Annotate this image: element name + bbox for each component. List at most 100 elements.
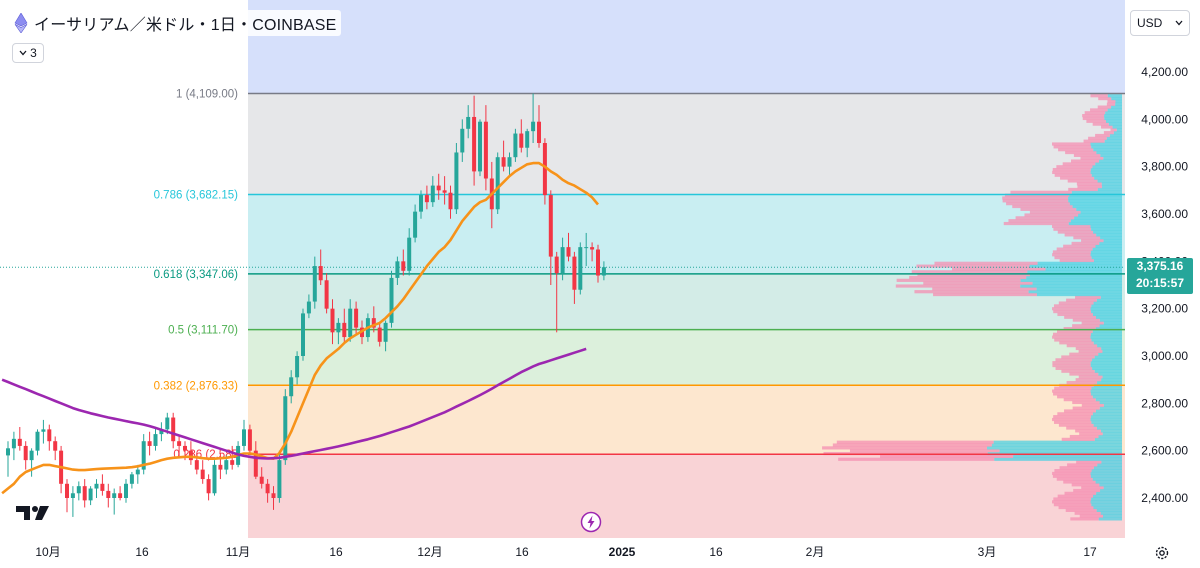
candle-body [537,121,541,143]
volume-bar-buy [1116,128,1122,132]
candle-body [218,464,223,470]
candle-body [159,429,164,435]
volume-bar-sell [1075,378,1102,382]
volume-bar-sell [1057,494,1094,498]
candle-body [419,195,423,212]
candle-body [129,474,134,484]
volume-bar-sell [1061,355,1095,359]
fib-zone [248,329,1125,386]
volume-bar-buy [1091,386,1122,390]
volume-bar-sell [1084,111,1106,115]
fib-label: 1 (4,109.00) [176,89,238,101]
volume-bar-buy [1090,307,1122,311]
candle-body [324,280,329,309]
volume-bar-sell [1055,358,1093,362]
volume-bar-buy [1095,244,1122,248]
candle-body [572,256,577,290]
candle-body [430,185,435,203]
candle-body [141,441,146,470]
candle-body [35,431,40,451]
volume-bar-buy [1101,460,1122,464]
candle-body [88,488,93,501]
volume-bar-sell [911,270,1028,274]
volume-bar-buy [1092,329,1122,334]
volume-bar-buy [1091,304,1122,308]
volume-bar-buy [991,443,1122,447]
volume-profile [822,94,1122,521]
volume-bar-buy [1092,477,1122,481]
candle-body [354,308,359,328]
volume-bar-buy [1090,389,1122,393]
candle-body [41,429,46,432]
volume-bar-buy [1090,253,1122,257]
candle-body [82,486,87,501]
volume-bar-buy [1091,227,1122,231]
candle-body [47,429,52,442]
volume-bar-sell [1058,505,1094,510]
candle-body [295,356,300,378]
time-tick-label: 16 [515,545,529,559]
volume-bar-sell [1082,114,1105,118]
volume-bar-buy [1097,179,1122,183]
tradingview-logo-icon[interactable] [16,504,52,522]
bar-countdown: 20:15:57 [1135,276,1185,290]
price-tick-label: 3,000.00 [1141,349,1188,363]
lightning-event-icon[interactable] [580,511,602,533]
volume-bar-sell [1069,434,1099,439]
indicator-toggle-button[interactable]: 3 [12,43,44,63]
volume-bar-sell [916,264,1030,268]
candle-body [301,313,305,356]
volume-bar-buy [1069,202,1122,206]
candle-body [578,247,583,290]
volume-bar-sell [1072,406,1100,410]
volume-bar-sell [1060,176,1095,180]
volume-bar-sell [1065,150,1097,155]
currency-selector[interactable]: USD [1130,10,1190,36]
time-tick-label: 10月 [35,545,60,559]
symbol-header[interactable]: イーサリアム／米ドル・1日・COINBASE [10,10,341,36]
volume-bar-sell [1052,417,1091,422]
volume-bar-sell [1058,423,1094,427]
volume-bar-buy [1093,301,1122,305]
volume-bar-buy [1096,426,1122,430]
time-tick-label: 17 [1083,545,1097,559]
volume-bar-buy [1105,119,1122,123]
volume-bar-buy [1107,108,1122,112]
volume-bar-sell [1090,94,1108,98]
volume-bar-buy [1104,114,1122,118]
volume-bar-buy [1099,483,1122,487]
volume-bar-sell [1006,202,1070,206]
volume-bar-buy [1032,281,1122,285]
volume-bar-buy [1093,258,1122,263]
chevron-down-icon [1175,20,1183,26]
candle-body [554,256,559,274]
volume-bar-buy [1096,233,1122,237]
volume-bar-buy [1074,216,1122,220]
volume-bar-sell [1067,179,1098,183]
volume-bar-buy [1090,500,1122,504]
volume-bar-buy [1093,466,1122,470]
volume-bar-sell [1082,116,1105,121]
volume-bar-sell [1081,321,1104,325]
chart-settings-gear-icon[interactable] [1154,545,1170,561]
candle-body [183,445,187,451]
price-tick-label: 2,400.00 [1141,491,1188,505]
volume-bar-buy [1092,165,1122,169]
candle-body [377,327,382,342]
volume-bar-sell [1078,375,1103,379]
volume-bar-buy [1091,503,1122,507]
volume-bar-buy [1100,236,1122,240]
current-price-tag: 3,375.16 20:15:57 [1127,258,1193,294]
fib-zone [248,454,1125,538]
volume-bar-sell [1110,128,1117,132]
candle-body [6,448,10,456]
candle-body [112,493,117,498]
volume-bar-sell [1072,318,1100,322]
candle-body [407,237,412,271]
volume-bar-sell [1066,380,1098,385]
volume-bar-buy [1096,508,1122,512]
volume-bar-sell [1057,395,1093,399]
price-tick-label: 3,800.00 [1141,160,1188,174]
